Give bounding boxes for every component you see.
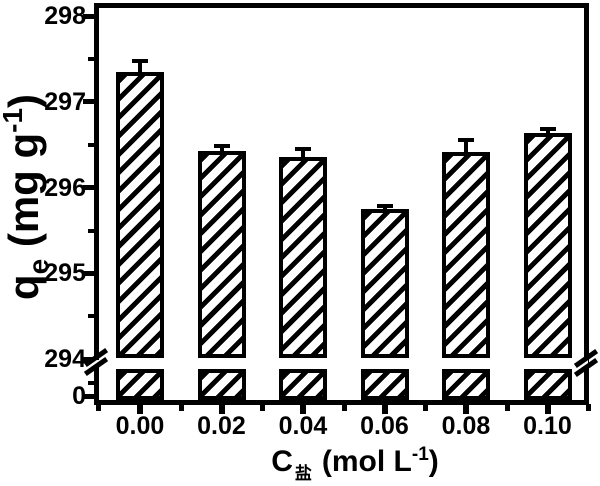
y-tick-minor (87, 314, 94, 319)
y-tick-minor (87, 56, 94, 61)
x-axis-title: C 盐 (mol L-1) (195, 444, 515, 484)
y-tick-label: 295 (44, 259, 86, 288)
bar-lower-segment (523, 368, 572, 400)
x-tick-major (300, 404, 306, 414)
x-tick-label: 0.02 (197, 412, 246, 440)
x-tick-minor (96, 404, 101, 411)
bar-lower-segment (442, 368, 490, 400)
bar-lower-segment (279, 368, 327, 400)
y-tick-major (83, 99, 94, 105)
y-tick-label: 0 (72, 382, 86, 410)
y-tick-minor (87, 381, 94, 385)
bar-upper-segment (279, 156, 327, 358)
error-bar-whisker (138, 61, 142, 78)
error-bar-whisker (464, 140, 468, 158)
x-tick-minor (341, 404, 347, 411)
bar-lower-segment (360, 368, 409, 400)
x-title-superscript: -1 (411, 444, 429, 465)
x-tick-major (544, 404, 551, 414)
axis-break-gap-right (580, 360, 588, 367)
x-tick-minor (178, 404, 184, 411)
y-tick-label: 296 (44, 173, 86, 202)
x-tick-major (137, 404, 143, 414)
y-tick-minor (87, 228, 94, 233)
x-tick-label: 0.04 (278, 412, 328, 440)
x-title-unit: (mol L (321, 445, 412, 478)
y-tick-label: 297 (44, 87, 86, 116)
x-tick-label: 0.06 (360, 412, 409, 440)
bar-upper-segment (360, 209, 409, 358)
bar-upper-segment (442, 151, 490, 358)
y-tick-major (83, 13, 94, 19)
x-tick-major (463, 404, 469, 414)
x-tick-major (218, 404, 225, 414)
y-tick-label: 294 (44, 345, 86, 374)
x-tick-minor (504, 404, 510, 411)
x-title-base: C (271, 445, 293, 478)
y-tick-major (83, 185, 94, 191)
x-tick-minor (423, 404, 428, 411)
x-tick-minor (260, 404, 265, 411)
x-tick-label: 0.08 (441, 412, 491, 440)
x-tick-major (381, 404, 388, 414)
x-tick-label: 0.00 (115, 412, 165, 440)
x-tick-label: 0.10 (523, 412, 572, 440)
bar-lower-segment (116, 368, 164, 400)
y-tick-minor (87, 142, 94, 147)
bar-upper-segment (197, 150, 246, 358)
x-tick-minor (585, 404, 591, 411)
y-tick-label: 298 (44, 2, 86, 30)
error-bar-whisker (301, 148, 305, 163)
bar-lower-segment (197, 368, 246, 400)
y-tick-major (83, 393, 94, 399)
plot-frame (93, 2, 589, 405)
x-title-unit-close: ) (428, 445, 439, 478)
x-title-subscript: 盐 (294, 464, 312, 483)
bar-upper-segment (116, 71, 164, 358)
bar-upper-segment (523, 132, 572, 358)
y-tick-major (83, 270, 94, 276)
